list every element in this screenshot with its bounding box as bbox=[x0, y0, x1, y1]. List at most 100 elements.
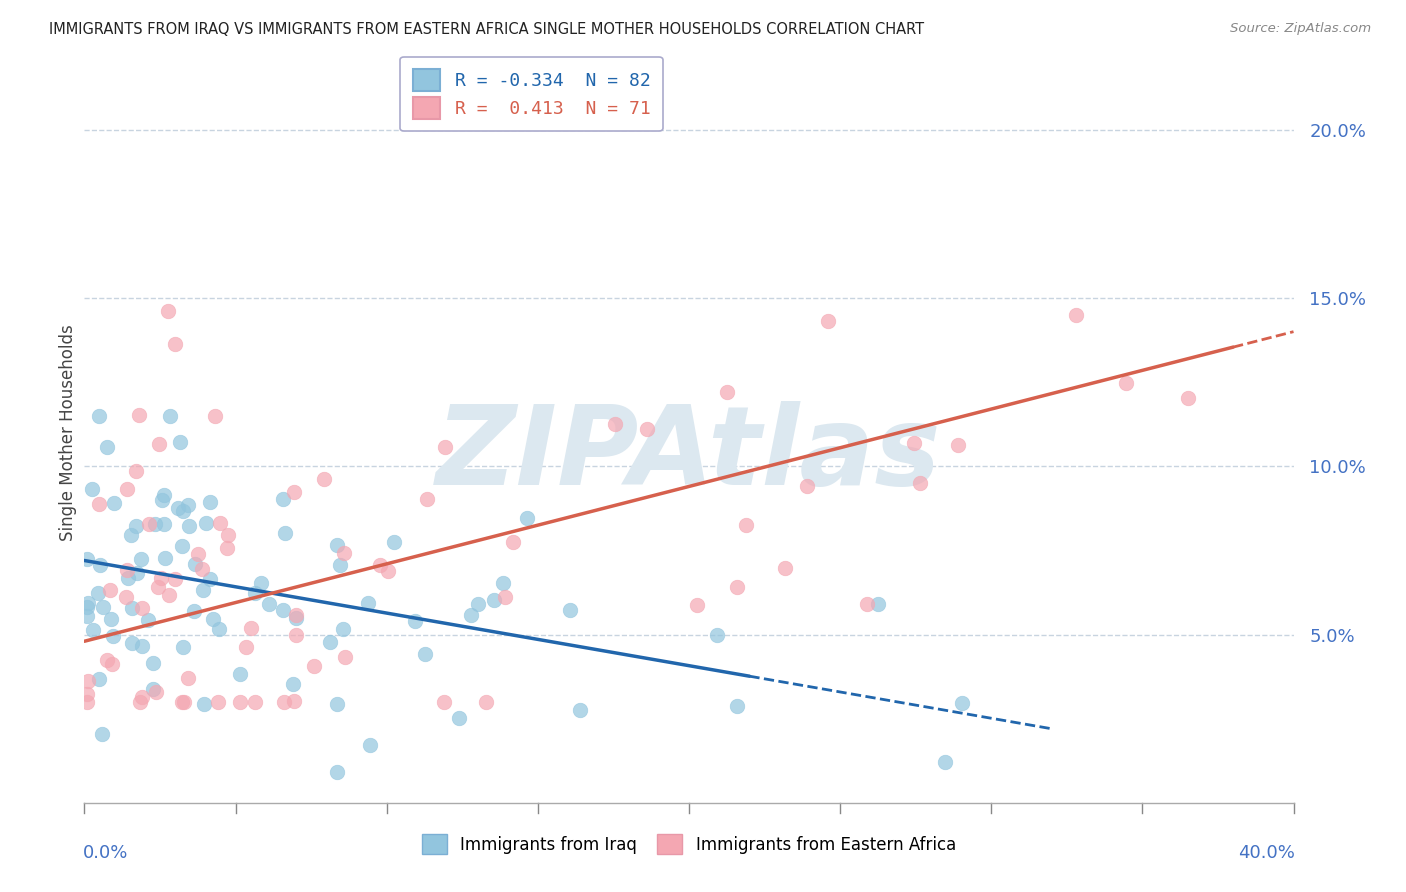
Point bbox=[80, 482, 103, 496]
Point bbox=[302, 659, 325, 673]
Point bbox=[117, 563, 139, 577]
Point bbox=[314, 472, 336, 486]
Point bbox=[153, 516, 176, 531]
Point bbox=[326, 538, 349, 552]
Point bbox=[285, 628, 308, 642]
Point bbox=[120, 528, 142, 542]
Text: ZIPAtlas: ZIPAtlas bbox=[436, 401, 942, 508]
Point bbox=[96, 653, 118, 667]
Point bbox=[284, 607, 307, 622]
Point bbox=[76, 687, 98, 701]
Point bbox=[235, 640, 257, 654]
Text: IMMIGRANTS FROM IRAQ VS IMMIGRANTS FROM EASTERN AFRICA SINGLE MOTHER HOUSEHOLDS : IMMIGRANTS FROM IRAQ VS IMMIGRANTS FROM … bbox=[49, 22, 924, 37]
Point bbox=[432, 695, 454, 709]
Point bbox=[89, 673, 111, 687]
Point bbox=[170, 539, 193, 553]
Point bbox=[204, 409, 226, 423]
Point bbox=[87, 497, 110, 511]
Point bbox=[382, 535, 405, 549]
Point bbox=[368, 558, 391, 572]
Point bbox=[335, 650, 357, 665]
Point bbox=[686, 598, 709, 612]
Point bbox=[177, 498, 200, 512]
Point bbox=[76, 609, 98, 624]
Point bbox=[284, 611, 307, 625]
Point bbox=[128, 408, 150, 422]
Point bbox=[91, 600, 114, 615]
Point bbox=[121, 601, 143, 615]
Point bbox=[159, 409, 181, 423]
Point bbox=[76, 600, 98, 615]
Point bbox=[138, 516, 160, 531]
Point bbox=[908, 476, 931, 491]
Point bbox=[191, 583, 214, 598]
Point bbox=[131, 601, 153, 615]
Point bbox=[131, 640, 153, 654]
Point bbox=[77, 673, 100, 688]
Point bbox=[153, 488, 176, 502]
Text: Source: ZipAtlas.com: Source: ZipAtlas.com bbox=[1230, 22, 1371, 36]
Point bbox=[172, 503, 194, 517]
Point bbox=[273, 603, 295, 617]
Point bbox=[100, 583, 122, 598]
Point bbox=[142, 681, 165, 696]
Point bbox=[283, 694, 305, 708]
Point bbox=[319, 634, 342, 648]
Point bbox=[735, 518, 758, 533]
Point bbox=[76, 552, 98, 566]
Text: 40.0%: 40.0% bbox=[1237, 844, 1295, 862]
Point bbox=[281, 677, 304, 691]
Point bbox=[129, 552, 152, 566]
Point bbox=[121, 636, 143, 650]
Point bbox=[558, 603, 581, 617]
Point bbox=[177, 671, 200, 685]
Point bbox=[359, 738, 381, 752]
Point bbox=[716, 384, 738, 399]
Point bbox=[243, 586, 266, 600]
Point bbox=[239, 621, 262, 635]
Point bbox=[183, 604, 205, 618]
Y-axis label: Single Mother Households: Single Mother Households bbox=[59, 325, 77, 541]
Point bbox=[96, 441, 118, 455]
Point bbox=[163, 336, 186, 351]
Point bbox=[257, 597, 280, 611]
Point bbox=[636, 422, 658, 436]
Point bbox=[149, 571, 172, 585]
Point bbox=[415, 647, 437, 661]
Point bbox=[274, 526, 297, 541]
Point bbox=[87, 586, 110, 600]
Point bbox=[195, 516, 218, 531]
Point bbox=[207, 623, 229, 637]
Point bbox=[447, 711, 470, 725]
Point bbox=[856, 597, 879, 611]
Point bbox=[136, 613, 159, 627]
Point bbox=[950, 696, 973, 710]
Point bbox=[250, 576, 273, 591]
Point bbox=[128, 695, 150, 709]
Point bbox=[332, 622, 354, 636]
Point bbox=[215, 541, 238, 556]
Point bbox=[117, 482, 139, 496]
Point bbox=[90, 727, 112, 741]
Point bbox=[706, 628, 728, 642]
Point bbox=[145, 685, 167, 699]
Point bbox=[467, 598, 489, 612]
Point bbox=[131, 690, 153, 704]
Point bbox=[326, 765, 349, 780]
Point bbox=[273, 695, 295, 709]
Point bbox=[725, 581, 748, 595]
Point bbox=[502, 535, 524, 549]
Point bbox=[725, 698, 748, 713]
Point bbox=[357, 596, 380, 610]
Point bbox=[172, 640, 194, 654]
Point bbox=[148, 436, 170, 450]
Point bbox=[603, 417, 626, 432]
Point bbox=[817, 314, 839, 328]
Point bbox=[169, 435, 191, 450]
Point bbox=[153, 551, 176, 566]
Point bbox=[569, 703, 592, 717]
Point bbox=[87, 409, 110, 423]
Point bbox=[82, 624, 104, 638]
Point bbox=[377, 564, 399, 578]
Point bbox=[328, 558, 350, 572]
